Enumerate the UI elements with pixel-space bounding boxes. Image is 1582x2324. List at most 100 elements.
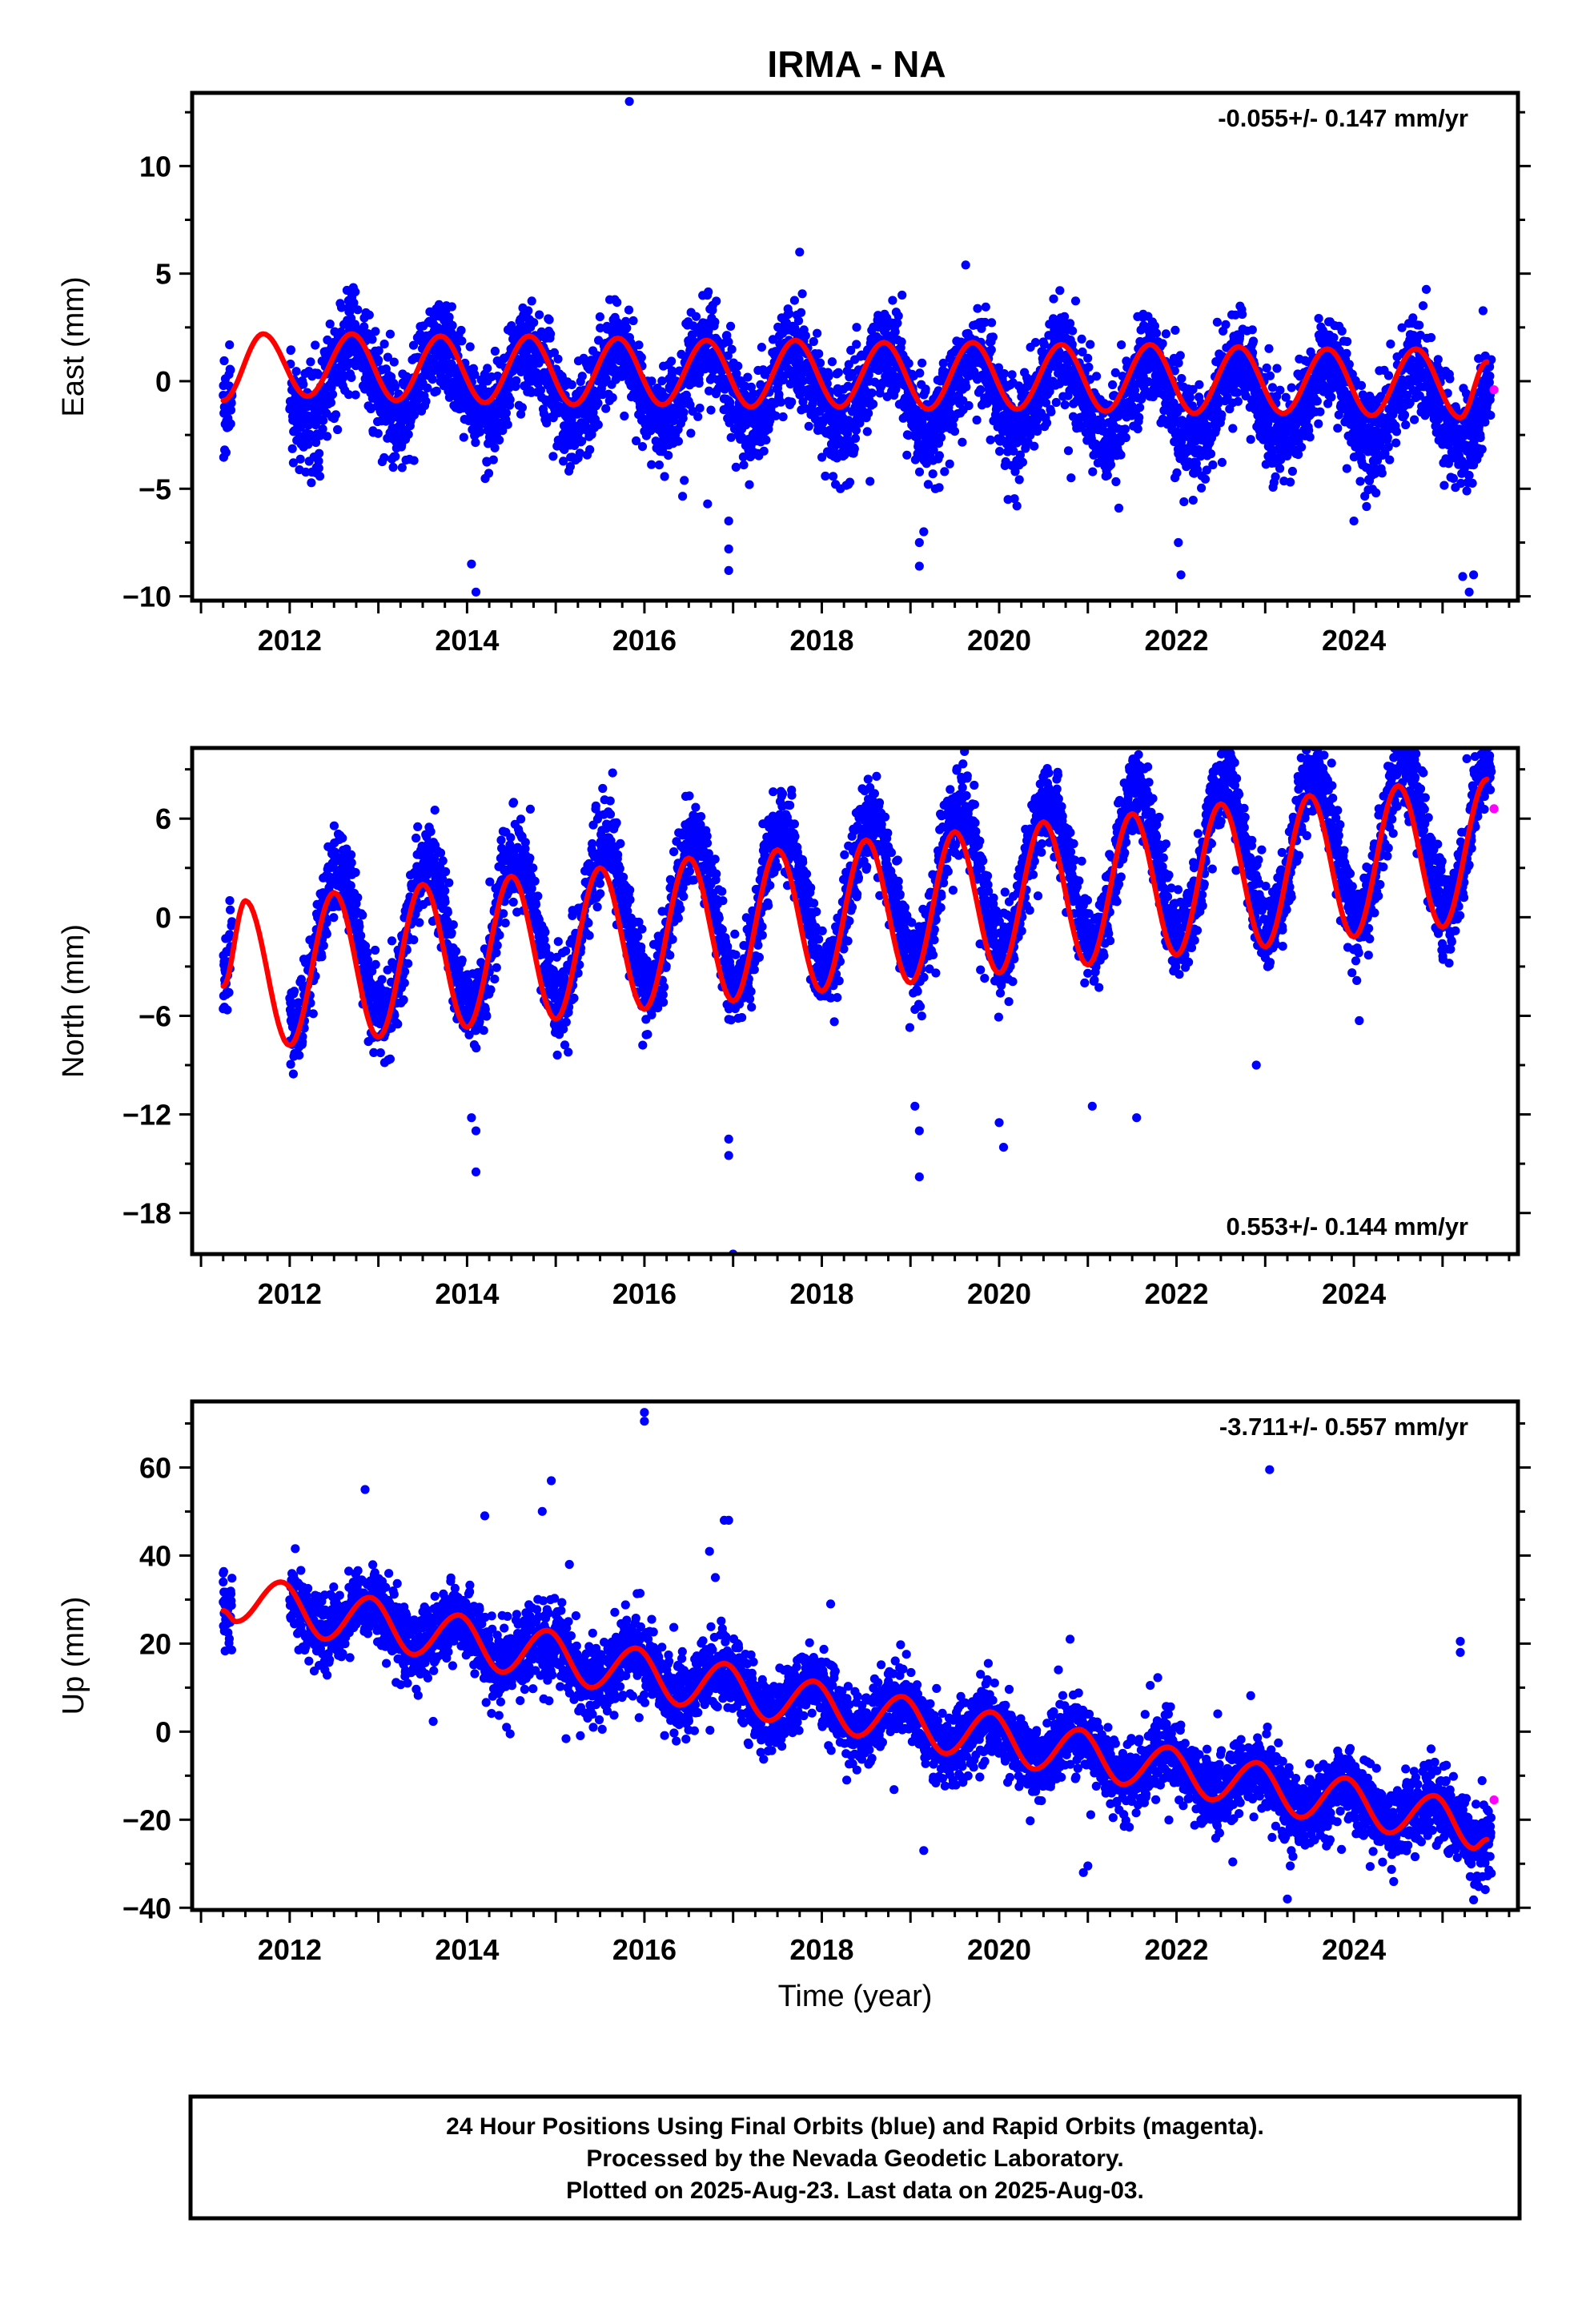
final-orbit-point [1286,477,1295,487]
final-orbit-point [923,480,933,489]
final-orbit-point [1371,488,1381,498]
final-orbit-point [299,380,308,389]
final-orbit-point [785,309,794,319]
final-orbit-point [1106,460,1116,469]
final-orbit-point [286,345,295,355]
final-orbit-point [667,366,677,376]
final-orbit-point [864,408,873,418]
final-orbit-point [789,296,800,305]
final-orbit-point [314,370,323,380]
final-orbit-point [1185,392,1195,403]
final-orbit-point [483,364,492,373]
final-orbit-point [612,298,622,308]
x-tick-label: 2018 [789,624,853,657]
final-orbit-point [725,397,735,407]
final-orbit-point [1486,411,1496,420]
final-orbit-point [814,349,824,359]
final-orbit-point [535,310,544,320]
final-orbit-point [1217,457,1227,468]
north-panel: 2012 2014 2016 2018 2020 2022 202460−6−12−18No… [57,746,1531,1310]
final-orbit-point [1342,348,1351,358]
final-orbit-point [1068,326,1078,336]
final-orbit-point [897,337,906,347]
final-orbit-point [1476,433,1485,443]
final-orbit-point [1014,475,1024,485]
final-orbit-point [727,344,737,354]
final-orbit-point [325,320,335,329]
final-orbit-point [226,419,235,428]
final-orbit-point [465,342,475,352]
final-orbit-point [1012,501,1022,511]
final-orbit-point [1195,380,1204,389]
final-orbit-point [596,324,605,333]
final-orbit-point [678,492,688,501]
final-orbit-point [353,305,363,315]
final-orbit-point [1206,449,1216,459]
final-orbit-point [1217,410,1227,420]
final-orbit-point [897,290,907,300]
final-orbit-point [850,433,861,444]
y-tick-label: −10 [122,581,171,613]
final-orbit-point [1108,380,1118,390]
final-orbit-point [749,389,758,399]
y-tick-label: 10 [139,150,171,183]
final-orbit-point [1314,314,1323,324]
final-orbit-point [503,420,512,429]
final-orbit-point [1161,329,1170,339]
final-orbit-point [347,372,356,382]
final-orbit-point [1448,473,1458,484]
final-orbit-point [1287,466,1297,476]
final-orbit-point [524,306,533,316]
final-orbit-point [488,455,498,464]
final-orbit-point [945,459,954,468]
final-orbit-point [801,331,810,340]
final-orbit-point [314,456,323,466]
final-orbit-point [746,382,757,392]
final-orbit-point [1086,340,1095,349]
final-orbit-point [1049,294,1058,304]
final-orbit-point [1051,397,1061,408]
final-orbit-point [505,395,515,404]
final-orbit-point [575,448,584,458]
final-orbit-point [349,298,359,308]
final-orbit-point [958,437,967,447]
final-orbit-point [1337,326,1347,336]
final-orbit-point [973,304,982,313]
final-orbit-point [423,383,432,393]
final-orbit-point [1114,503,1124,513]
final-orbit-point [757,343,767,352]
final-orbit-point [1349,517,1359,526]
final-orbit-point [833,368,843,377]
final-orbit-point [667,356,677,366]
final-orbit-point [1439,480,1449,490]
east-panel: 2012 2014 2016 2018 2020 2022 20241050−5−10Eas… [57,90,1531,657]
final-orbit-point [501,408,512,418]
final-orbit-point [1356,380,1367,390]
final-orbit-point [428,375,437,384]
final-orbit-point [695,404,705,413]
final-orbit-point [1464,471,1474,480]
final-orbit-point [593,420,603,430]
final-orbit-point [1462,486,1472,496]
final-orbit-point [323,432,332,441]
final-orbit-point [315,472,325,481]
final-orbit-point [1344,360,1354,369]
final-orbit-point [624,305,634,315]
final-orbit-point [936,432,946,442]
final-orbit-point [333,424,343,435]
figure-title: IRMA - NA [767,43,946,85]
final-orbit-point [1200,474,1211,484]
final-orbit-point [726,321,736,331]
east-final-orbit-points [219,97,1496,597]
final-orbit-point [693,412,703,421]
final-orbit-point [227,398,236,408]
final-orbit-point [999,369,1009,379]
final-orbit-point [710,317,720,327]
final-orbit-point [404,429,413,440]
final-orbit-point [988,332,998,342]
x-tick-label: 2020 [967,624,1031,657]
east-x-ticks [199,602,1511,613]
final-orbit-point [890,327,900,336]
final-orbit-point [1042,418,1052,428]
final-orbit-point [1327,392,1336,402]
